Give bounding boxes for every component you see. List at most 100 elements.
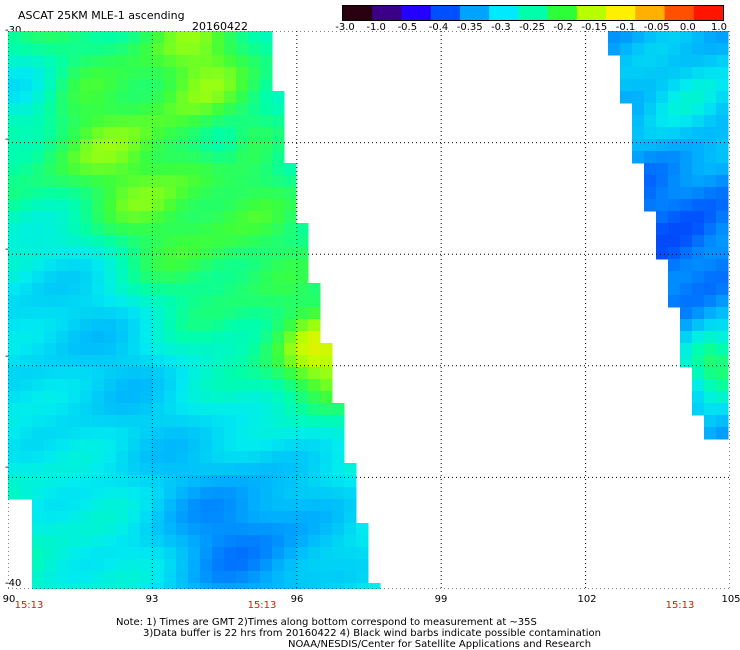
field-cell <box>152 343 165 356</box>
field-cell <box>272 475 285 488</box>
field-cell <box>260 259 273 272</box>
field-cell <box>332 487 345 500</box>
field-cell <box>680 319 693 332</box>
field-cell <box>248 271 261 284</box>
field-cell <box>236 547 249 560</box>
field-cell <box>104 307 117 320</box>
field-cell <box>272 379 285 392</box>
field-cell <box>128 559 141 572</box>
field-cell <box>224 223 237 236</box>
field-cell <box>212 475 225 488</box>
field-cell <box>176 115 189 128</box>
field-cell <box>104 199 117 212</box>
field-cell <box>188 523 201 536</box>
field-cell <box>680 115 693 128</box>
field-cell <box>212 31 225 44</box>
field-cell <box>320 355 333 368</box>
field-cell <box>80 151 93 164</box>
field-cell <box>200 547 213 560</box>
field-cell <box>140 55 153 68</box>
field-cell <box>116 247 129 260</box>
field-cell <box>92 139 105 152</box>
field-cell <box>32 163 45 176</box>
field-cell <box>272 487 285 500</box>
field-cell <box>692 235 705 248</box>
field-cell <box>20 187 33 200</box>
field-cell <box>296 283 309 296</box>
field-cell <box>224 427 237 440</box>
field-cell <box>128 499 141 512</box>
field-cell <box>80 199 93 212</box>
field-cell <box>260 403 273 416</box>
field-cell <box>116 211 129 224</box>
field-cell <box>704 283 717 296</box>
field-cell <box>20 367 33 380</box>
field-cell <box>284 247 297 260</box>
field-cell <box>272 583 285 589</box>
field-cell <box>140 403 153 416</box>
field-cell <box>212 115 225 128</box>
field-cell <box>116 559 129 572</box>
field-cell <box>716 103 729 116</box>
field-cell <box>140 343 153 356</box>
field-cell <box>644 43 657 56</box>
field-cell <box>20 283 33 296</box>
field-cell <box>188 91 201 104</box>
field-cell <box>260 511 273 524</box>
field-cell <box>116 499 129 512</box>
field-cell <box>200 583 213 589</box>
field-cell <box>716 127 729 140</box>
field-cell <box>284 259 297 272</box>
field-cell <box>20 223 33 236</box>
field-cell <box>260 247 273 260</box>
field-cell <box>8 283 21 296</box>
field-cell <box>80 211 93 224</box>
field-cell <box>116 343 129 356</box>
field-cell <box>128 439 141 452</box>
field-cell <box>284 343 297 356</box>
field-cell <box>176 31 189 44</box>
field-cell <box>152 67 165 80</box>
field-cell <box>92 31 105 44</box>
field-cell <box>200 175 213 188</box>
field-cell <box>668 247 681 260</box>
field-cell <box>200 67 213 80</box>
field-cell <box>620 31 633 44</box>
field-cell <box>56 247 69 260</box>
field-cell <box>104 427 117 440</box>
field-cell <box>32 247 45 260</box>
field-cell <box>704 67 717 80</box>
field-cell <box>68 307 81 320</box>
field-cell <box>80 583 93 589</box>
field-cell <box>140 439 153 452</box>
field-cell <box>692 367 705 380</box>
field-cell <box>692 163 705 176</box>
field-cell <box>44 139 57 152</box>
field-cell <box>80 79 93 92</box>
field-cell <box>632 55 645 68</box>
field-cell <box>140 259 153 272</box>
field-cell <box>272 427 285 440</box>
field-cell <box>668 175 681 188</box>
field-cell <box>116 199 129 212</box>
field-cell <box>236 31 249 44</box>
field-cell <box>80 439 93 452</box>
field-cell <box>284 463 297 476</box>
field-cell <box>344 463 357 476</box>
field-cell <box>200 223 213 236</box>
field-cell <box>32 439 45 452</box>
field-cell <box>248 115 261 128</box>
note-line-2: 3)Data buffer is 22 hrs from 20160422 4)… <box>143 628 601 639</box>
field-cell <box>308 391 321 404</box>
field-cell <box>176 175 189 188</box>
colorbar-swatch <box>343 6 373 20</box>
field-cell <box>692 115 705 128</box>
field-cell <box>20 259 33 272</box>
field-cell <box>32 487 45 500</box>
field-cell <box>332 523 345 536</box>
field-cell <box>92 391 105 404</box>
field-cell <box>32 463 45 476</box>
field-cell <box>236 535 249 548</box>
field-cell <box>224 55 237 68</box>
field-cell <box>680 127 693 140</box>
